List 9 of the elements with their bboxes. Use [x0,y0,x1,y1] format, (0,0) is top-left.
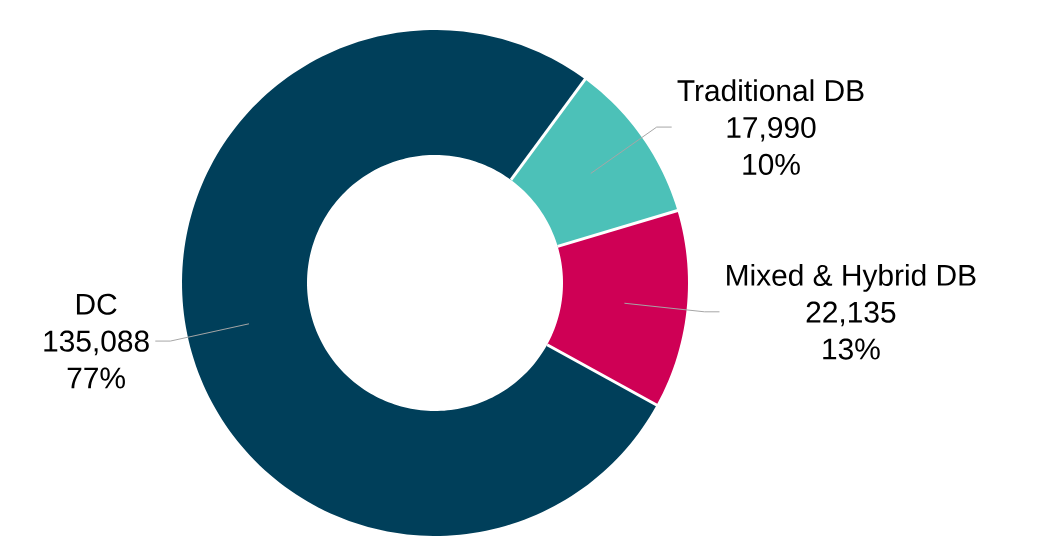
slice-label: Traditional DB [677,79,864,102]
data-label: 135,088 [44,330,149,356]
text: 77% [67,367,125,389]
slice-label: DC [76,293,117,315]
text: 13% [823,338,880,360]
slice-label: Mixed & Hybrid DB [727,263,976,292]
data-label: 17,990 [727,116,816,142]
data-label: 22,135 [806,301,896,327]
text: 10% [743,153,800,175]
